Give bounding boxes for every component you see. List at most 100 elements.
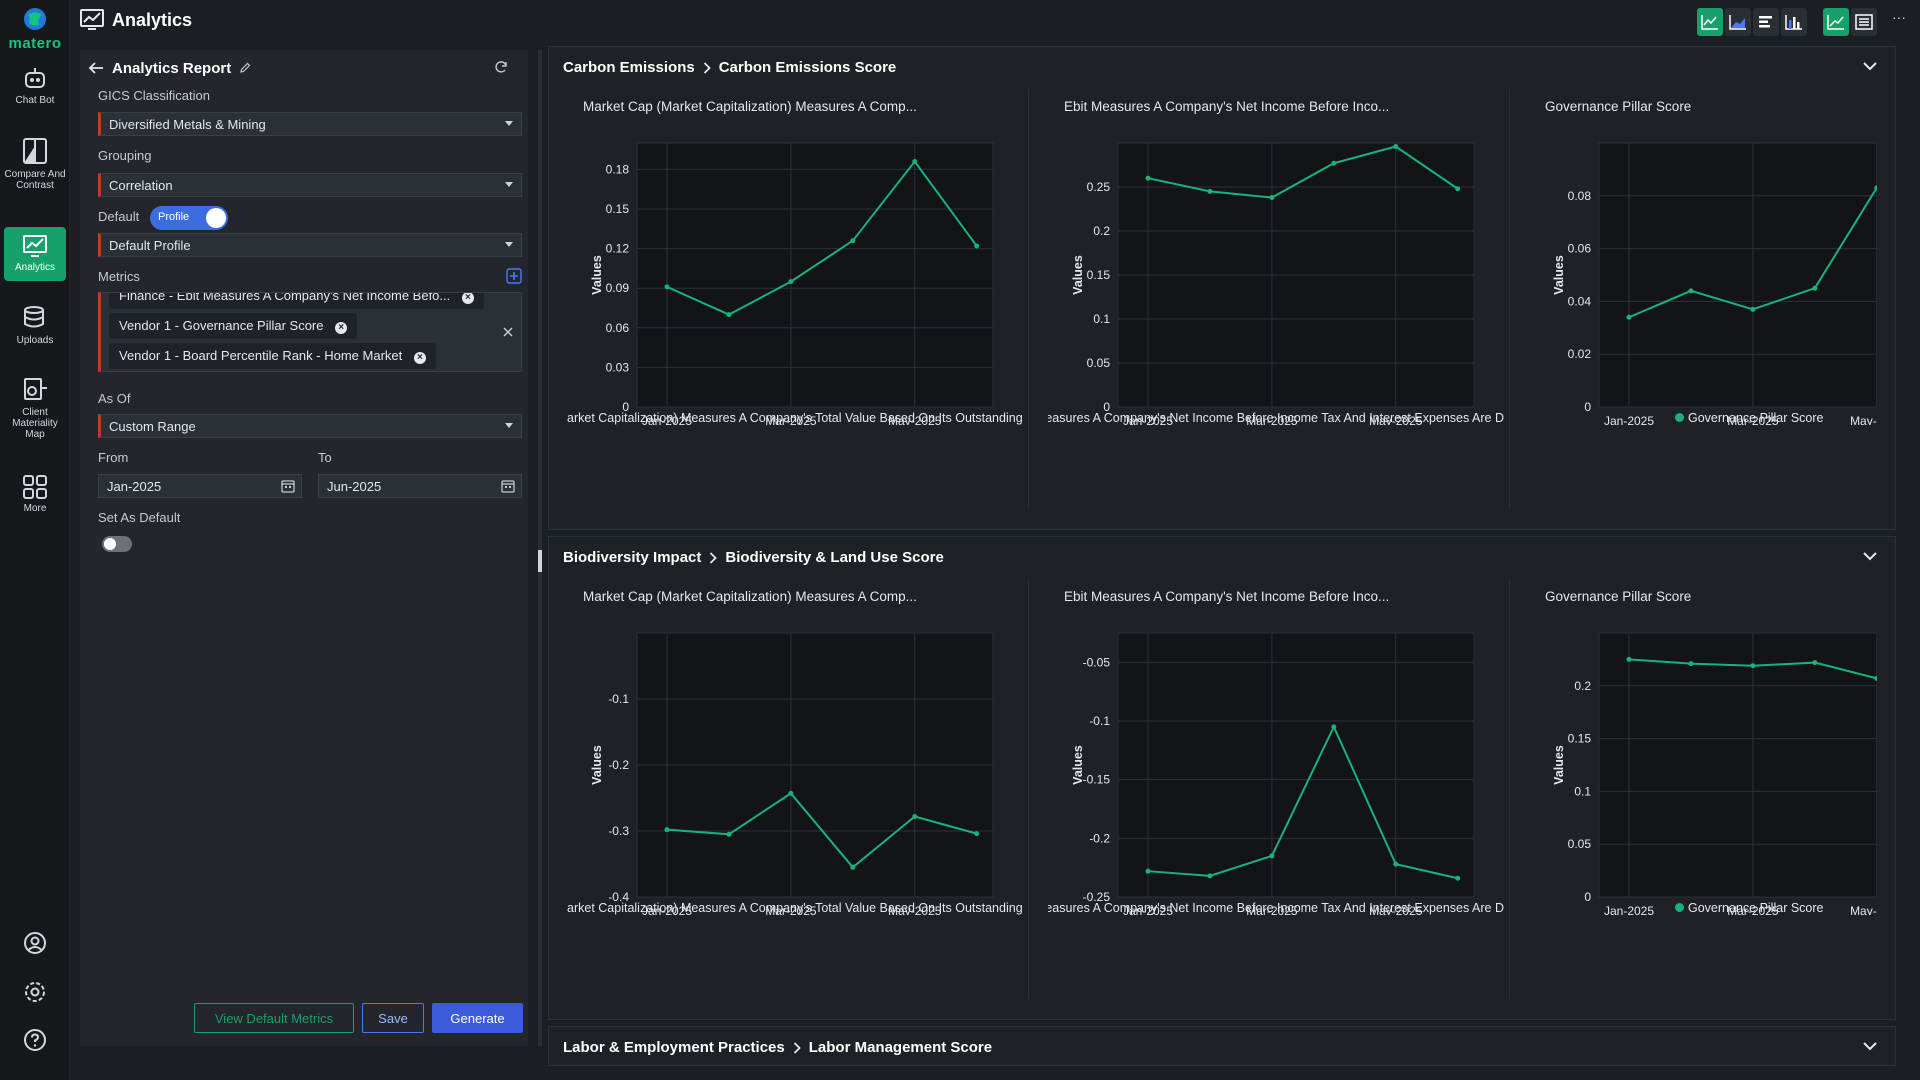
y-tick-label: 0: [1103, 400, 1110, 414]
refresh-icon[interactable]: [494, 60, 508, 74]
data-point[interactable]: [1393, 144, 1399, 150]
remove-chip-icon[interactable]: ×: [461, 293, 474, 304]
chart-legend[interactable]: easures A Company's Net Income Before In…: [1048, 901, 1504, 915]
data-point[interactable]: [1626, 314, 1632, 320]
section-breadcrumb[interactable]: Biodiversity Impact Biodiversity & Land U…: [563, 549, 944, 566]
data-point[interactable]: [1207, 873, 1213, 879]
section-breadcrumb[interactable]: Carbon Emissions Carbon Emissions Score: [563, 59, 896, 76]
column-chart-view-button[interactable]: [1781, 8, 1807, 36]
metric-chip[interactable]: Finance - Ebit Measures A Company's Net …: [109, 293, 484, 309]
line-chart[interactable]: 0 0.02 0.04 0.06 0.08 Jan-2025 Mar-2025 May-202…: [1511, 125, 1877, 425]
chart-legend[interactable]: arket Capitalization) Measures A Company…: [567, 411, 1023, 425]
section-breadcrumb[interactable]: Labor & Employment Practices Labor Manage…: [563, 1039, 992, 1056]
brand-logo[interactable]: matero: [4, 6, 66, 52]
remove-chip-icon[interactable]: ×: [335, 322, 348, 334]
gics-select[interactable]: Diversified Metals & Mining: [98, 112, 522, 136]
line-chart[interactable]: 0 0.05 0.1 0.15 0.2 0.25 Jan-2025 Mar-2025 May-2…: [1030, 125, 1510, 425]
nav-label: More: [23, 503, 47, 514]
more-options-icon[interactable]: ···: [1892, 9, 1906, 25]
section-category: Carbon Emissions: [563, 59, 695, 76]
data-point[interactable]: [912, 158, 918, 164]
area-chart-view-button[interactable]: [1725, 8, 1751, 36]
data-point[interactable]: [1874, 675, 1877, 681]
data-point[interactable]: [664, 827, 670, 833]
metric-chip[interactable]: Vendor 1 - Governance Pillar Score ×: [109, 313, 358, 339]
data-point[interactable]: [974, 243, 980, 249]
nav-item-chat-bot[interactable]: Chat Bot: [4, 60, 66, 112]
data-point[interactable]: [726, 831, 732, 837]
line-chart[interactable]: -0.25 -0.2 -0.15 -0.1 -0.05 Jan-2025 Mar-2025 M…: [1030, 615, 1510, 915]
resize-grip[interactable]: [538, 550, 542, 572]
chart-legend[interactable]: easures A Company's Net Income Before In…: [1048, 411, 1504, 425]
data-point[interactable]: [788, 279, 794, 285]
data-point[interactable]: [912, 813, 918, 819]
from-date-input[interactable]: Jan-2025: [98, 474, 302, 498]
gear-icon[interactable]: [23, 980, 47, 1004]
back-arrow-icon[interactable]: [88, 61, 104, 75]
data-point[interactable]: [1145, 175, 1151, 181]
chart-legend[interactable]: Governance Pillar Score: [1675, 411, 1823, 425]
table-view-button[interactable]: [1851, 8, 1877, 36]
data-point[interactable]: [1812, 660, 1818, 666]
edit-pencil-icon[interactable]: [239, 62, 251, 74]
help-icon[interactable]: [23, 1028, 47, 1052]
data-point[interactable]: [1688, 661, 1694, 667]
add-metric-plus-icon[interactable]: [506, 268, 522, 284]
grouping-select[interactable]: Correlation: [98, 173, 522, 197]
data-point[interactable]: [1874, 185, 1877, 191]
remove-chip-icon[interactable]: ×: [413, 352, 426, 364]
save-button[interactable]: Save: [362, 1003, 424, 1033]
line-chart[interactable]: 00.050.10.150.2Jan-2025Mar-2025May-2025A…: [1511, 615, 1877, 915]
set-default-toggle[interactable]: [102, 536, 132, 552]
collapse-chevron-icon[interactable]: [1863, 61, 1877, 71]
data-point[interactable]: [1207, 188, 1213, 194]
data-point[interactable]: [1688, 288, 1694, 294]
panel-resizer[interactable]: [538, 50, 542, 1046]
data-point[interactable]: [788, 790, 794, 796]
nav-item-analytics[interactable]: Analytics: [4, 227, 66, 281]
nav-item-uploads[interactable]: Uploads: [4, 298, 66, 350]
calendar-icon[interactable]: [501, 479, 515, 493]
metric-chip[interactable]: Vendor 1 - Board Percentile Rank - Home …: [109, 343, 436, 369]
metrics-multiselect[interactable]: Finance - Ebit Measures A Company's Net …: [98, 292, 522, 372]
profile-select[interactable]: Default Profile: [98, 233, 522, 257]
view-default-metrics-button[interactable]: View Default Metrics: [194, 1003, 354, 1033]
chart-legend[interactable]: arket Capitalization) Measures A Company…: [567, 901, 1023, 915]
data-point[interactable]: [726, 312, 732, 318]
line-chart-view-button[interactable]: [1697, 8, 1723, 36]
chart-legend[interactable]: Governance Pillar Score: [1675, 901, 1823, 915]
data-point[interactable]: [1626, 656, 1632, 662]
data-point[interactable]: [1812, 285, 1818, 291]
chevron-down-icon: [505, 121, 513, 126]
data-point[interactable]: [1750, 306, 1756, 312]
nav-item-more[interactable]: More: [4, 468, 66, 520]
data-point[interactable]: [1269, 195, 1275, 201]
to-date-input[interactable]: Jun-2025: [318, 474, 522, 498]
data-point[interactable]: [850, 238, 856, 244]
data-point[interactable]: [664, 284, 670, 290]
collapse-chevron-icon[interactable]: [1863, 1041, 1877, 1051]
user-icon[interactable]: [23, 931, 47, 955]
profile-toggle[interactable]: Profile: [150, 206, 228, 230]
line-chart[interactable]: 0 0.03 0.06 0.09 0.12 0.15 0.18 Jan-2025 Mar-202…: [549, 125, 1029, 425]
trend-view-button[interactable]: [1823, 8, 1849, 36]
data-point[interactable]: [1331, 160, 1337, 166]
clear-all-close-icon[interactable]: [503, 327, 513, 337]
line-chart[interactable]: -0.4 -0.3 -0.2 -0.1 Jan-2025 Mar-2025 May-2025…: [549, 615, 1029, 915]
data-point[interactable]: [850, 864, 856, 870]
generate-button[interactable]: Generate: [432, 1003, 523, 1033]
nav-item-compare[interactable]: Compare And Contrast: [4, 130, 66, 208]
asof-select[interactable]: Custom Range: [98, 414, 522, 438]
data-point[interactable]: [1393, 861, 1399, 867]
nav-item-materiality-map[interactable]: Client Materiality Map: [4, 370, 66, 450]
calendar-icon[interactable]: [281, 479, 295, 493]
horizontal-bar-view-button[interactable]: [1753, 8, 1779, 36]
data-point[interactable]: [1750, 663, 1756, 669]
data-point[interactable]: [974, 831, 980, 837]
data-point[interactable]: [1331, 724, 1337, 730]
data-point[interactable]: [1455, 186, 1461, 192]
data-point[interactable]: [1145, 868, 1151, 874]
data-point[interactable]: [1455, 875, 1461, 881]
collapse-chevron-icon[interactable]: [1863, 551, 1877, 561]
data-point[interactable]: [1269, 853, 1275, 859]
